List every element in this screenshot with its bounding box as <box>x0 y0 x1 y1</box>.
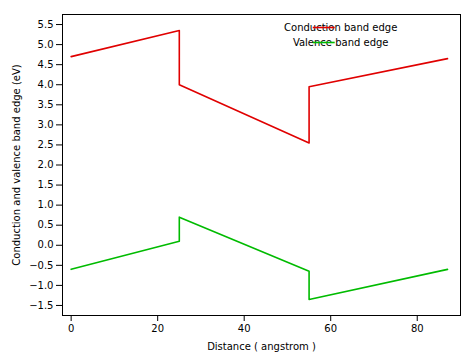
svg-text:5.5: 5.5 <box>38 19 54 30</box>
svg-text:3.0: 3.0 <box>38 119 54 130</box>
svg-text:3.5: 3.5 <box>38 99 54 110</box>
svg-text:Conduction and valence band ed: Conduction and valence band edge (eV) <box>11 64 22 266</box>
svg-text:1.0: 1.0 <box>38 199 54 210</box>
svg-text:1.5: 1.5 <box>38 179 54 190</box>
svg-text:−0.5: −0.5 <box>29 260 53 271</box>
svg-text:0.0: 0.0 <box>38 239 54 250</box>
svg-text:4.0: 4.0 <box>38 79 54 90</box>
svg-text:−1.0: −1.0 <box>29 280 53 291</box>
svg-text:−1.5: −1.5 <box>29 300 53 311</box>
svg-text:20: 20 <box>151 323 164 334</box>
svg-text:2.5: 2.5 <box>38 139 54 150</box>
svg-text:Distance ( angstrom ): Distance ( angstrom ) <box>207 341 316 352</box>
svg-text:Valence band edge: Valence band edge <box>293 37 389 48</box>
svg-text:60: 60 <box>324 323 337 334</box>
svg-text:40: 40 <box>238 323 251 334</box>
svg-text:4.5: 4.5 <box>38 59 54 70</box>
svg-text:Conduction band edge: Conduction band edge <box>284 22 397 33</box>
svg-text:0.5: 0.5 <box>38 219 54 230</box>
svg-text:2.0: 2.0 <box>38 159 54 170</box>
svg-text:0: 0 <box>68 323 74 334</box>
svg-text:80: 80 <box>411 323 424 334</box>
svg-text:5.0: 5.0 <box>38 39 54 50</box>
